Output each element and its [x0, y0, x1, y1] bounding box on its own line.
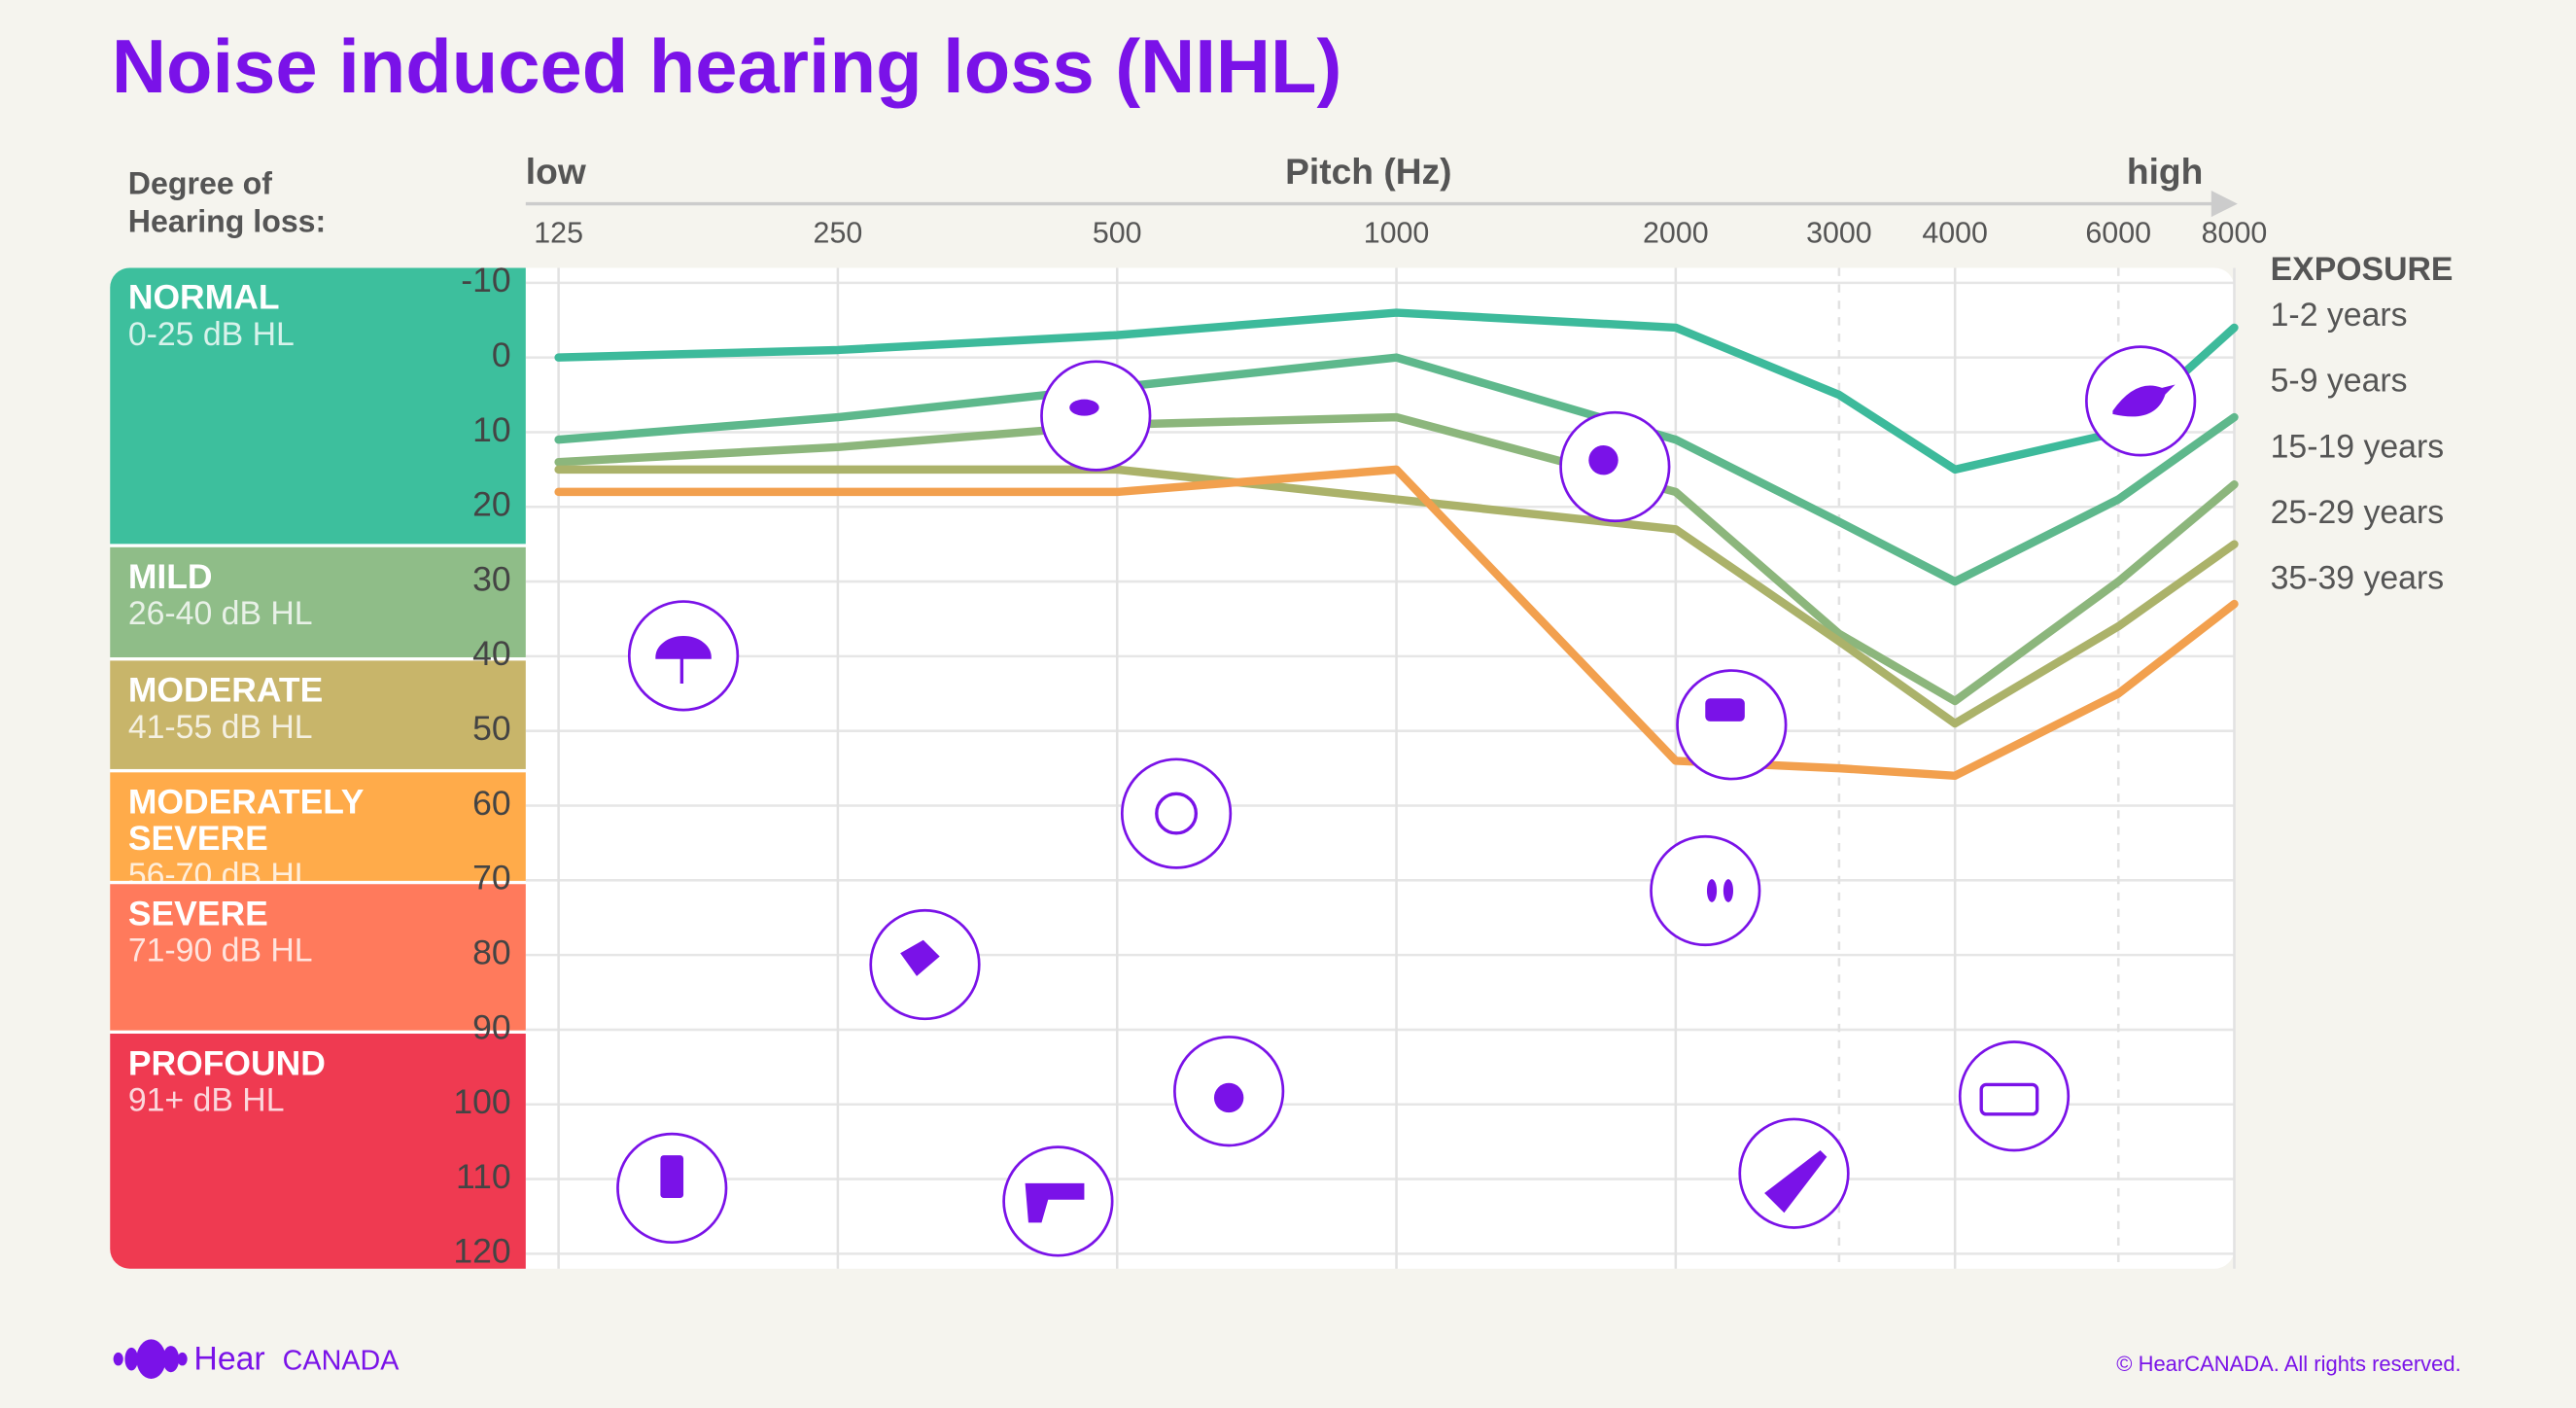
glyph — [900, 939, 940, 976]
glyph — [1588, 445, 1619, 475]
x-tick-label: 1000 — [1364, 217, 1430, 250]
glyph — [1979, 1082, 2039, 1116]
title: Noise induced hearing loss (NIHL) — [112, 25, 1341, 109]
band-range: 91+ dB HL — [127, 1082, 285, 1119]
glyph — [660, 1155, 684, 1199]
band-name: MODERATE — [127, 672, 324, 711]
band-range: 71-90 dB HL — [127, 933, 313, 970]
icon-baby — [1120, 757, 1233, 869]
glyph — [1705, 698, 1745, 722]
logo-wave — [113, 1352, 123, 1366]
legend-entry: 1-2 years — [2271, 297, 2408, 334]
icon-phone — [1650, 834, 1761, 947]
icon-gun — [1002, 1145, 1114, 1257]
legend-entry: 35-39 years — [2271, 560, 2444, 597]
icon-ambulance — [1958, 1040, 2071, 1152]
legend-title: EXPOSURE — [2271, 251, 2454, 288]
degree-band: NORMAL 0-25 dB HL — [110, 267, 526, 545]
band-name: MODERATELY SEVERE — [127, 784, 364, 859]
series-line — [554, 308, 2239, 475]
logo-wave — [124, 1347, 138, 1371]
x-low-label: low — [526, 151, 586, 192]
x-tick-label: 6000 — [2085, 217, 2151, 250]
icon-conversation — [1676, 669, 1788, 781]
icon-glyphs — [655, 384, 2176, 1223]
x-tick-label: 250 — [814, 217, 863, 250]
band-range: 26-40 dB HL — [127, 596, 313, 633]
legend-entry: 15-19 years — [2271, 428, 2444, 465]
degree-band: MODERATE 41-55 dB HL — [110, 660, 526, 769]
band-name: MILD — [127, 558, 213, 597]
band-name: PROFOUND — [127, 1044, 326, 1083]
glyph — [1706, 879, 1718, 902]
brand: Hear — [193, 1340, 264, 1377]
series-line — [554, 412, 2239, 706]
lines — [554, 308, 2239, 781]
x-tick-label: 500 — [1093, 217, 1142, 250]
copyright: © HearCANADA. All rights reserved. — [2116, 1352, 2460, 1376]
x-tick-label: 2000 — [1643, 217, 1709, 250]
x-tick-label: 8000 — [2202, 217, 2268, 250]
band-name: NORMAL — [127, 279, 280, 318]
logo-wave — [177, 1352, 188, 1366]
legend-entry: 25-29 years — [2271, 494, 2444, 531]
y-axis-label: Hearing loss: — [128, 203, 326, 238]
glyph — [1764, 1150, 1828, 1214]
x-axis-label: Pitch (Hz) — [1285, 151, 1451, 192]
logo-wave — [162, 1346, 180, 1373]
degree-band: PROFOUND 91+ dB HL — [110, 1034, 526, 1269]
glyph — [1723, 879, 1734, 902]
x-tick-label: 125 — [534, 217, 583, 250]
band-range: 0-25 dB HL — [127, 317, 295, 354]
brand-suffix: CANADA — [283, 1346, 400, 1377]
logo — [113, 1339, 188, 1379]
series-line — [554, 465, 2239, 781]
icon-leaves — [1040, 360, 1152, 472]
logo-wave — [136, 1339, 166, 1379]
y-axis-label: Degree of — [128, 165, 272, 200]
glyph — [1155, 792, 1199, 835]
glyph — [1025, 1182, 1085, 1223]
pitch-arrow-head — [2210, 191, 2238, 218]
degree-band: MODERATELY SEVERE 56-70 dB HL — [110, 772, 526, 894]
band-range: 41-55 dB HL — [127, 710, 313, 747]
degree-band: MILD 26-40 dB HL — [110, 546, 526, 658]
series-line — [554, 353, 2239, 586]
glyph — [2112, 384, 2176, 417]
x-high-label: high — [2127, 151, 2203, 192]
x-tick-label: 4000 — [1922, 217, 1988, 250]
legend-entry: 5-9 years — [2271, 363, 2408, 400]
x-tick-label: 3000 — [1806, 217, 1872, 250]
glyph — [1213, 1082, 1244, 1113]
band-name: SEVERE — [127, 896, 268, 933]
series-line — [554, 465, 2239, 728]
degree-band: SEVERE 71-90 dB HL — [110, 884, 526, 1031]
glyph — [655, 636, 712, 685]
glyph — [1069, 399, 1099, 416]
